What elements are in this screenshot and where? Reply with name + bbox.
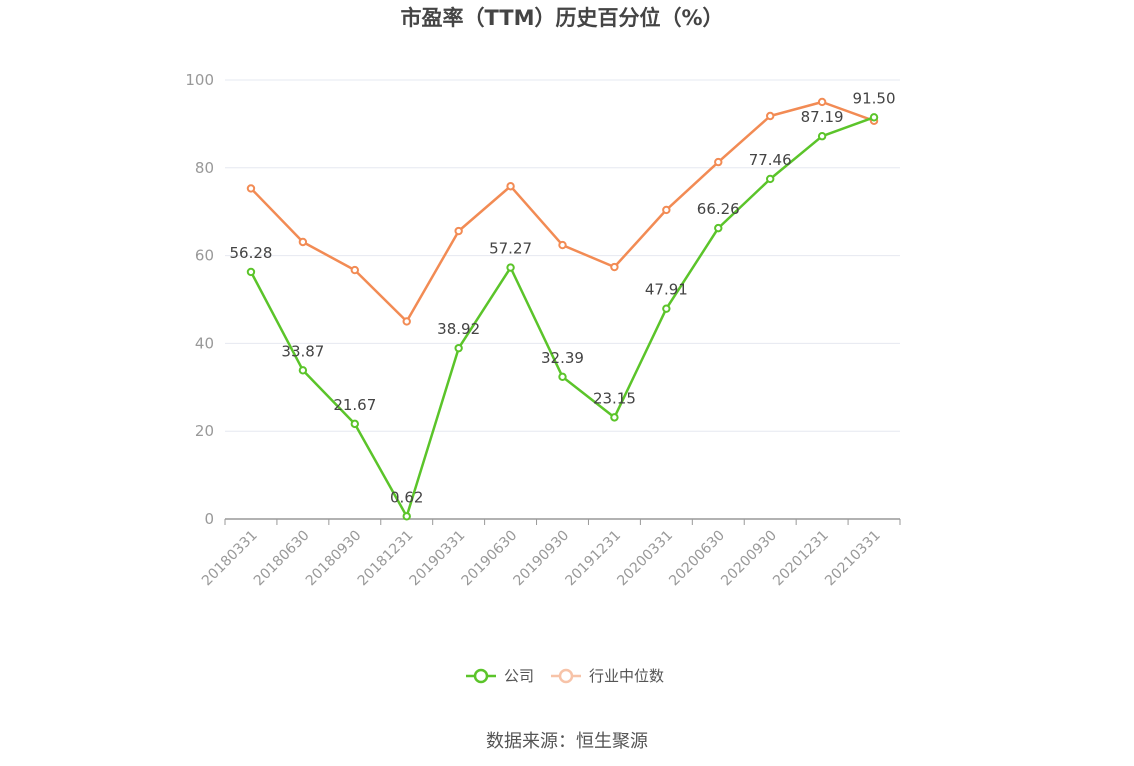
data-point [662,304,671,313]
grid [225,79,900,432]
legend-marker [473,668,489,684]
data-point [350,265,360,275]
data-label: 91.50 [853,89,896,107]
x-tick-label: 20180930 [303,527,365,589]
series-line-1 [250,100,875,323]
data-point [454,343,463,353]
x-tick-label: 20181231 [355,527,417,589]
axes: 0 20 40 60 80 100 2018033120180630201809302018… [185,71,901,589]
data-label: 23.15 [593,389,636,407]
y-tick-label: 80 [195,159,214,177]
legend-item-0[interactable]: 公司 [466,667,534,685]
x-tick-label: 20191231 [562,527,624,589]
data-point [402,512,411,521]
data-label: 87.19 [801,108,844,126]
data-point [662,205,671,215]
legend-marker [558,668,574,684]
data-label: 21.67 [333,396,376,414]
legend-item-1[interactable]: 行业中位数 [551,667,664,685]
data-point [454,226,463,236]
data-point [246,267,256,277]
data-label: 77.46 [749,151,792,169]
data-label: 56.28 [229,244,272,262]
data-label: 47.91 [645,281,688,299]
y-tick-label: 40 [195,334,214,352]
data-point [558,372,567,382]
legend-label: 公司 [504,667,534,685]
data-point [869,113,879,122]
data-label: 33.87 [281,342,324,360]
x-tick-label: 20180630 [251,527,313,589]
data-label: 38.92 [437,320,480,338]
data-point [817,97,827,107]
data-point [817,132,827,141]
data-point [610,413,619,422]
data-point [350,419,360,429]
data-point [246,184,256,193]
legend-label: 行业中位数 [589,667,664,685]
y-tick-label: 0 [204,510,214,528]
data-label: 57.27 [489,240,532,258]
source-note: 数据来源：恒生聚源 [486,731,648,752]
data-point [298,237,308,247]
data-point [765,111,775,121]
series-lines [246,97,879,521]
data-label: 32.39 [541,349,584,367]
x-tick-label: 20190930 [511,527,573,589]
x-tick-label: 20180331 [199,527,261,589]
x-tick-label: 20190630 [459,527,521,589]
chart-title: 市盈率（TTM）历史百分位（%） [400,6,723,30]
data-label: 66.26 [697,200,740,218]
data-labels: 56.28 33.87 21.67 0.62 38.92 57.27 32.39 23.15 4… [229,89,895,506]
x-tick-label: 20210331 [822,527,884,589]
x-tick-label: 20201231 [770,527,832,589]
x-tick-label: 20190331 [407,527,469,589]
data-point [610,262,619,272]
legend[interactable]: 公司 行业中位数 [466,667,664,685]
y-tick-label: 100 [185,71,214,89]
data-label: 0.62 [390,488,423,506]
data-point [765,174,775,184]
data-point [714,223,723,233]
x-tick-label: 20200630 [666,527,728,589]
x-tick-label: 20200930 [718,527,780,589]
data-point [402,317,411,326]
data-point [506,263,515,272]
series-line-0 [249,116,875,518]
data-point [714,157,723,167]
x-tick-label: 20200331 [614,527,676,589]
data-point [558,240,567,250]
data-point [506,182,515,191]
y-tick-label: 20 [195,422,214,440]
data-point [298,366,308,375]
y-tick-label: 60 [195,247,214,265]
